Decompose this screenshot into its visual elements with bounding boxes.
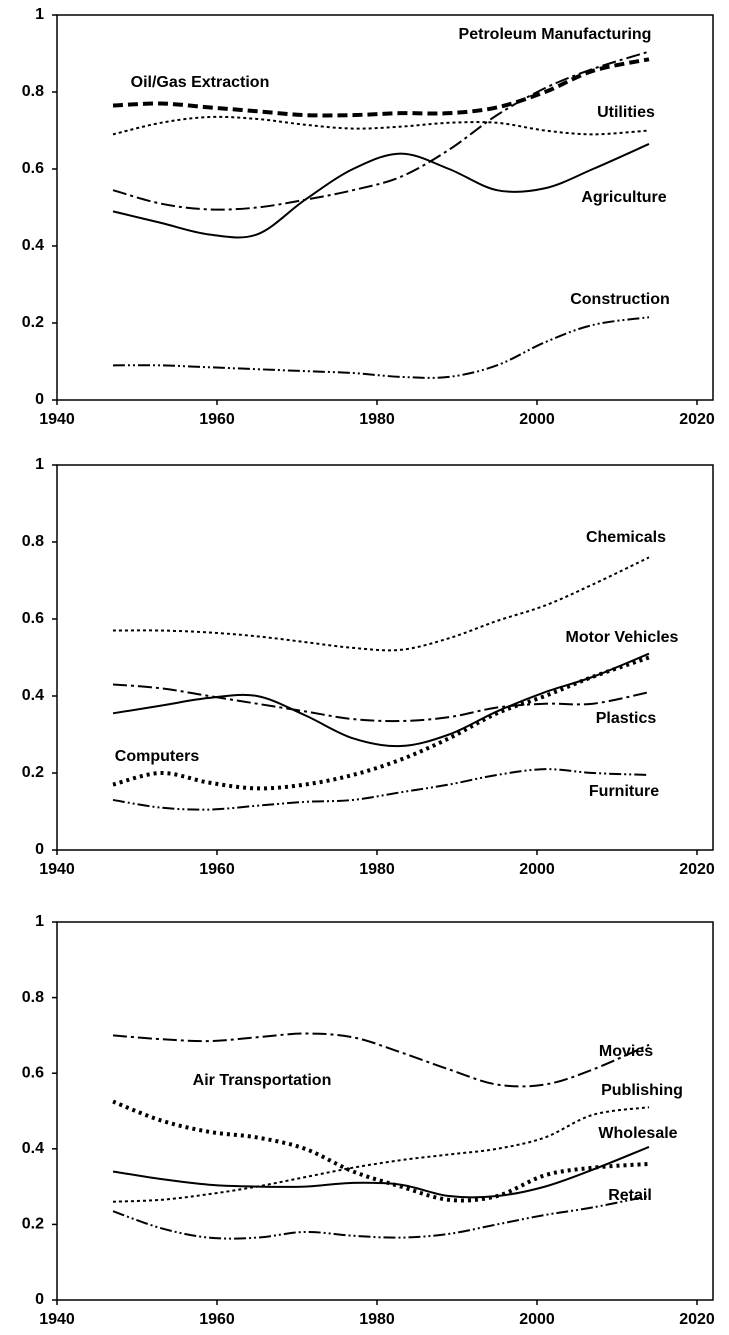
series-line (112, 683, 650, 723)
series-label: Construction (570, 291, 670, 308)
x-tick-label: 1940 (39, 1311, 75, 1328)
series-label: Agriculture (581, 189, 666, 206)
y-tick-label: 0.4 (22, 687, 44, 704)
x-tick-label: 1940 (39, 861, 75, 878)
series-line (112, 1145, 650, 1199)
y-tick-label: 0.6 (22, 1064, 44, 1081)
x-tick-label: 2020 (679, 411, 715, 428)
y-tick-label: 0.8 (22, 533, 44, 550)
y-tick-label: 0.6 (22, 610, 44, 627)
series-line (112, 57, 650, 118)
x-tick-label: 2000 (519, 1311, 555, 1328)
x-tick-label: 1980 (359, 411, 395, 428)
x-tick-label: 1960 (199, 411, 235, 428)
series-line (112, 50, 650, 211)
x-tick-label: 2020 (679, 861, 715, 878)
y-tick-label: 1 (35, 6, 44, 23)
plot-frame (56, 14, 714, 401)
series-line (112, 652, 650, 748)
series-line (112, 768, 650, 811)
series-label: Wholesale (598, 1125, 677, 1142)
y-tick-label: 0 (35, 1291, 44, 1308)
series-line (112, 143, 650, 239)
x-tick-label: 2000 (519, 411, 555, 428)
y-tick-label: 0 (35, 391, 44, 408)
series-label: Motor Vehicles (566, 629, 679, 646)
y-tick-label: 0.2 (22, 314, 44, 331)
y-tick-label: 0.6 (22, 160, 44, 177)
series-line (112, 556, 650, 652)
series-label: Chemicals (586, 529, 666, 546)
series-label: Furniture (589, 783, 659, 800)
series-line (112, 655, 650, 791)
series-label: Computers (115, 748, 200, 765)
series-label: Plastics (596, 710, 657, 727)
y-tick-label: 0.2 (22, 1216, 44, 1233)
series-label: Oil/Gas Extraction (131, 74, 270, 91)
series-label: Petroleum Manufacturing (459, 26, 652, 43)
y-tick-label: 1 (35, 456, 44, 473)
plot-frame (56, 921, 714, 1301)
series-line (112, 316, 650, 379)
series-line (112, 115, 650, 136)
series-line (112, 1032, 650, 1088)
series-line (112, 1099, 650, 1203)
x-tick-label: 1980 (359, 1311, 395, 1328)
y-tick-label: 0.8 (22, 83, 44, 100)
series-label: Air Transportation (193, 1072, 332, 1089)
x-tick-label: 1980 (359, 861, 395, 878)
y-tick-label: 0.4 (22, 237, 44, 254)
x-tick-label: 1940 (39, 411, 75, 428)
x-tick-label: 2020 (679, 1311, 715, 1328)
series-label: Publishing (601, 1082, 683, 1099)
plot-frame (56, 464, 714, 851)
series-line (112, 1195, 650, 1240)
x-tick-label: 1960 (199, 1311, 235, 1328)
series-line (112, 1106, 650, 1203)
y-tick-label: 0.2 (22, 764, 44, 781)
y-tick-label: 0 (35, 841, 44, 858)
series-label: Retail (608, 1187, 652, 1204)
series-label: Movies (599, 1043, 653, 1060)
y-tick-label: 0.4 (22, 1140, 44, 1157)
series-label: Utilities (597, 104, 655, 121)
x-tick-label: 2000 (519, 861, 555, 878)
x-tick-label: 1960 (199, 861, 235, 878)
y-tick-label: 0.8 (22, 989, 44, 1006)
y-tick-label: 1 (35, 913, 44, 930)
